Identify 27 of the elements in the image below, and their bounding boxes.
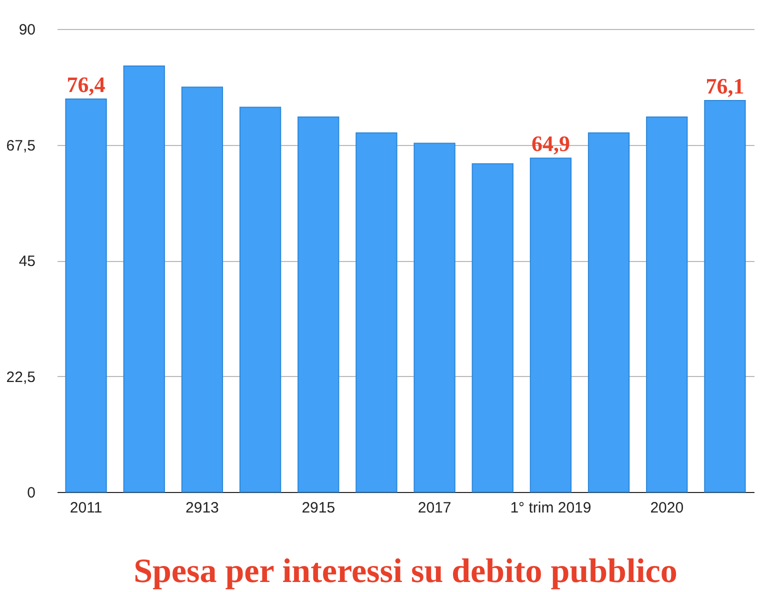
y-tick-label: 45 (18, 253, 36, 270)
text: Spesa per interessi su debito pubblico (134, 553, 678, 590)
bar (588, 132, 630, 492)
bar (239, 106, 282, 492)
data-label: 76,4 (66, 72, 106, 97)
y-tick-label: 22,5 (6, 368, 36, 386)
bar (414, 142, 456, 492)
bar (181, 86, 224, 492)
x-tick-label: 2915 (302, 500, 336, 516)
data-label: 64,9 (531, 131, 570, 156)
bar (123, 66, 165, 492)
bar (530, 158, 572, 492)
y-tick-label: 90 (18, 22, 36, 38)
bar (298, 116, 340, 492)
bar (65, 98, 107, 492)
x-tick-label: 2017 (418, 500, 452, 516)
bar (356, 132, 398, 492)
y-tick-label: 0 (27, 484, 36, 502)
x-tick-label: 1° trim 2019 (510, 500, 592, 516)
bar (646, 116, 688, 492)
x-tick-label: 2913 (186, 500, 219, 516)
y-tick-label: 67,5 (6, 137, 36, 154)
data-label: 76,1 (706, 74, 744, 99)
x-tick-label: 2011 (70, 500, 102, 516)
bar (472, 163, 514, 492)
bar (704, 100, 746, 492)
x-tick-label: 2020 (650, 500, 684, 516)
